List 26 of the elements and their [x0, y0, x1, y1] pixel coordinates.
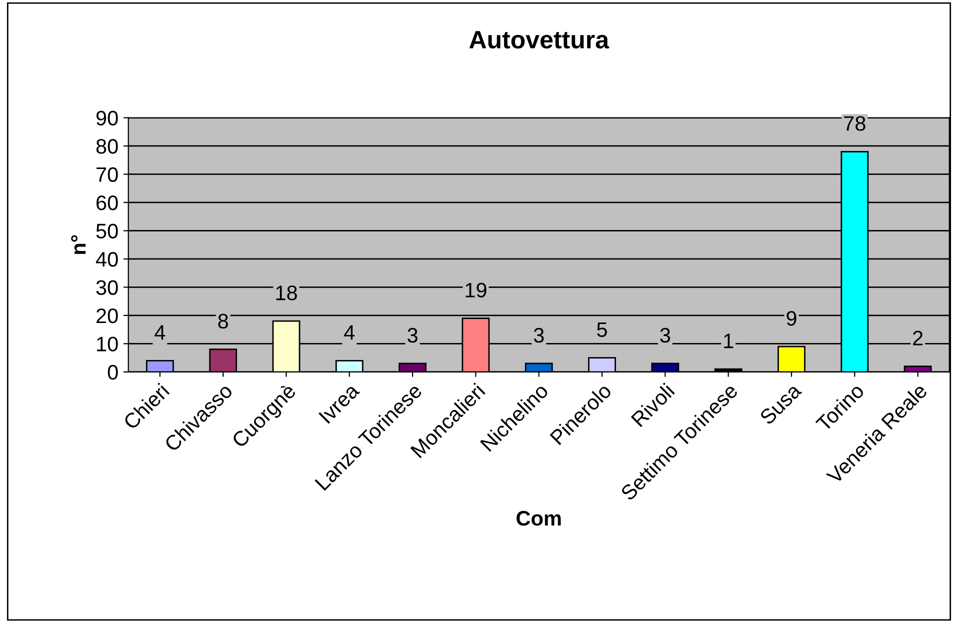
data-label: 5	[597, 322, 607, 338]
y-tick-label: 40	[96, 252, 118, 267]
data-label: 3	[660, 328, 670, 343]
y-tick-label: 20	[96, 308, 118, 324]
y-tick-label: 70	[96, 167, 118, 182]
data-label: 4	[344, 325, 355, 340]
data-label: 19	[466, 282, 486, 298]
y-tick-label: 60	[96, 195, 118, 210]
y-tick-label: 10	[97, 336, 118, 352]
y-tick-label: 30	[96, 280, 118, 295]
x-axis-title: Com	[516, 510, 561, 526]
data-label: 1	[724, 334, 734, 348]
data-label: 8	[218, 314, 228, 329]
y-axis-title: n°	[71, 235, 86, 254]
y-tick-label: 80	[96, 138, 118, 154]
data-label: 2	[913, 330, 923, 346]
y-tick-label: 90	[96, 110, 118, 126]
y-tick-label: 50	[96, 224, 118, 238]
chart-title: Autovettura	[469, 31, 610, 49]
data-label: 18	[276, 286, 297, 300]
data-label: 3	[534, 328, 544, 343]
data-label: 78	[844, 116, 866, 131]
data-label: 3	[408, 328, 418, 343]
data-label: 4	[154, 325, 166, 340]
y-tick-label: 0	[108, 364, 118, 380]
data-label: 9	[786, 310, 796, 326]
